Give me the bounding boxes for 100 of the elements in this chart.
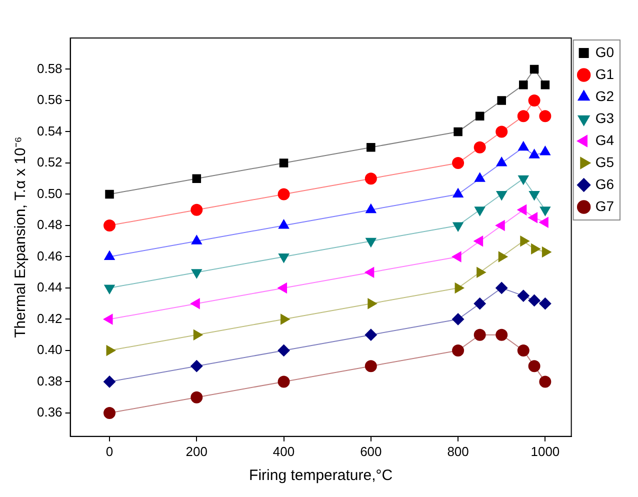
point [278, 344, 290, 356]
point [476, 267, 486, 278]
point [278, 282, 288, 294]
y-tick-label: 0.56 [36, 92, 62, 108]
legend-label: G0 [595, 44, 614, 60]
point [366, 204, 376, 214]
legend-label: G6 [595, 176, 614, 192]
point [531, 244, 540, 254]
point [517, 344, 530, 356]
legend-label: G2 [595, 88, 614, 104]
point [452, 344, 464, 356]
x-tick-label: 200 [186, 444, 208, 459]
point [474, 236, 484, 246]
point [368, 298, 377, 309]
point [518, 141, 529, 151]
point [539, 376, 552, 388]
point [539, 110, 552, 122]
point [190, 360, 203, 372]
point [364, 328, 377, 341]
point [497, 96, 506, 105]
point [539, 298, 552, 310]
point [104, 219, 116, 232]
y-tick-label: 0.42 [36, 310, 62, 326]
point [280, 314, 290, 324]
point [517, 204, 527, 216]
point [105, 190, 114, 199]
point [540, 206, 550, 216]
y-tick-label: 0.46 [36, 248, 62, 264]
point [496, 156, 507, 166]
point [474, 172, 486, 182]
x-tick-label: 0 [106, 444, 114, 459]
legend-label: G1 [595, 66, 614, 82]
point [192, 174, 202, 183]
point [452, 156, 464, 169]
point [530, 64, 539, 74]
point [106, 345, 116, 356]
y-tick-label: 0.36 [36, 404, 62, 420]
point [529, 149, 540, 158]
point [496, 190, 507, 200]
point [278, 188, 290, 200]
point [366, 238, 376, 248]
point [474, 328, 486, 341]
point [104, 376, 116, 388]
point [496, 126, 508, 138]
legend-label: G3 [595, 110, 614, 126]
point [454, 127, 462, 136]
y-tick-label: 0.40 [36, 342, 62, 358]
y-tick-label: 0.48 [36, 217, 62, 232]
point [452, 313, 464, 326]
y-tick-label: 0.38 [36, 373, 62, 388]
point [364, 267, 374, 278]
point [475, 112, 484, 121]
x-axis-title: Firing temperature,°C [249, 467, 393, 484]
point [498, 251, 508, 262]
point [104, 314, 113, 324]
x-tick-label: 600 [360, 444, 382, 459]
point [528, 212, 538, 223]
y-axis-title: Thermal Expansion, T.α x 10⁻⁶ [12, 136, 30, 338]
point [528, 360, 540, 372]
y-tick-label: 0.58 [36, 60, 62, 76]
point [540, 146, 550, 156]
point [364, 360, 377, 372]
point [496, 282, 508, 294]
point [191, 269, 202, 278]
point [452, 251, 462, 262]
point [517, 110, 530, 122]
point [540, 80, 550, 90]
legend-label: G4 [595, 132, 614, 148]
point [474, 206, 486, 216]
point [539, 217, 548, 228]
point [519, 80, 528, 90]
point [278, 219, 290, 229]
y-tick-label: 0.50 [36, 186, 62, 201]
point [474, 298, 486, 310]
y-tick-label: 0.44 [36, 280, 62, 295]
x-tick-label: 400 [272, 444, 295, 459]
point [104, 250, 115, 260]
point [104, 284, 115, 294]
point [104, 406, 116, 419]
point [454, 282, 464, 294]
x-tick-label: 1000 [530, 444, 560, 459]
point [528, 94, 540, 106]
x-tick-label: 800 [447, 444, 469, 459]
point [496, 220, 505, 231]
point [278, 253, 290, 263]
point [517, 290, 530, 302]
point [193, 330, 203, 340]
legend-label: G7 [595, 198, 614, 214]
point [191, 235, 202, 244]
point [452, 188, 464, 198]
point [452, 222, 464, 232]
point [474, 141, 486, 154]
point [364, 172, 377, 185]
point [496, 328, 508, 341]
point [190, 391, 203, 404]
point [279, 158, 288, 168]
point [190, 204, 203, 216]
point [366, 142, 376, 152]
y-tick-label: 0.52 [36, 154, 62, 170]
y-tick-label: 0.54 [36, 123, 62, 138]
